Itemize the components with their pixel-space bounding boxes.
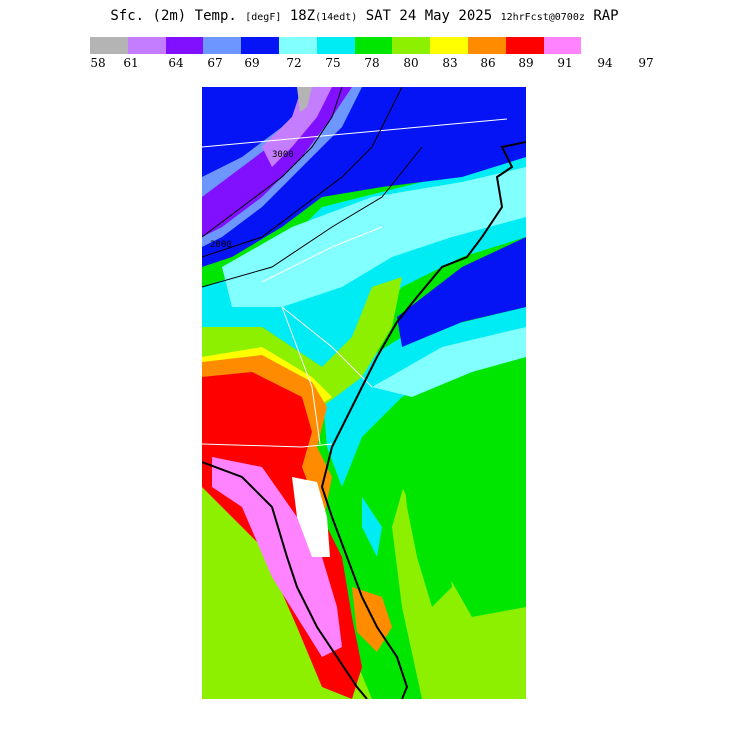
contour-label-3000: 3000	[272, 150, 294, 160]
elevation-contours	[202, 87, 423, 288]
fill-white-florida	[292, 477, 330, 557]
legend-swatch-6	[316, 37, 355, 54]
color-legend-ticks: 58 61 64 67 69 72 75 78 80 83 86 89 91 94 97	[80, 56, 680, 72]
legend-swatch-11	[505, 37, 544, 54]
legend-tick-61: 61	[123, 56, 139, 70]
legend-tick-78: 78	[364, 56, 380, 70]
fill-cyan-ne-florida	[362, 497, 382, 557]
legend-swatch-3	[203, 37, 242, 54]
legend-swatch-1	[127, 37, 166, 54]
color-legend-bar	[90, 37, 582, 54]
coastline	[202, 141, 526, 699]
state-line-al-ga	[281, 306, 321, 445]
legend-tick-72: 72	[286, 56, 302, 70]
legend-tick-86: 86	[480, 56, 496, 70]
legend-swatch-8	[392, 37, 431, 54]
title-main: Sfc. (2m) Temp.	[110, 8, 237, 24]
state-line-va-nc	[202, 118, 508, 148]
title-forecast: 12hrFcst@0700z	[500, 12, 585, 23]
fill-pink-florida	[212, 457, 342, 657]
map-title: Sfc. (2m) Temp. [degF] 18Z(14edt) SAT 24…	[0, 8, 729, 24]
state-lines	[202, 118, 508, 448]
fill-lightcyan-atlantic	[372, 327, 526, 397]
contour-line-2	[202, 87, 403, 258]
legend-tick-69: 69	[244, 56, 260, 70]
fill-lilac-peaks	[262, 87, 332, 167]
legend-tick-58: 58	[90, 56, 106, 70]
legend-swatch-12	[543, 37, 582, 54]
title-local: (14edt)	[315, 12, 358, 23]
fill-gray-peak	[297, 87, 312, 112]
legend-swatch-0	[90, 37, 128, 54]
legend-tick-83: 83	[442, 56, 458, 70]
title-date: SAT 24 May 2025	[365, 8, 493, 24]
legend-swatch-4	[241, 37, 279, 54]
temperature-map: 2000 3000	[202, 87, 526, 699]
legend-swatch-5	[278, 37, 317, 54]
legend-swatch-9	[430, 37, 468, 54]
legend-tick-67: 67	[207, 56, 223, 70]
fill-green-blob	[402, 437, 452, 607]
legend-tick-89: 89	[518, 56, 534, 70]
legend-tick-91: 91	[557, 56, 573, 70]
title-valid: 18Z	[289, 8, 316, 24]
legend-swatch-10	[467, 37, 506, 54]
title-units: [degF]	[245, 12, 282, 23]
legend-tick-97: 97	[638, 56, 654, 70]
contour-line-1	[202, 87, 343, 238]
state-line-ga-sc	[281, 306, 373, 388]
state-line-ga-fl	[202, 443, 333, 448]
legend-tick-80: 80	[403, 56, 419, 70]
fill-lightcyan-land	[222, 167, 526, 307]
fill-green-atlantic	[382, 387, 526, 617]
legend-tick-94: 94	[597, 56, 613, 70]
state-line-nc-sc	[261, 226, 383, 283]
legend-tick-64: 64	[168, 56, 184, 70]
contour-label-2000: 2000	[210, 240, 232, 250]
legend-tick-75: 75	[325, 56, 341, 70]
fill-blue-offshore	[397, 237, 526, 347]
contour-line-3	[202, 146, 423, 288]
legend-swatch-7	[354, 37, 393, 54]
legend-swatch-2	[165, 37, 204, 54]
title-model: RAP	[593, 8, 619, 24]
